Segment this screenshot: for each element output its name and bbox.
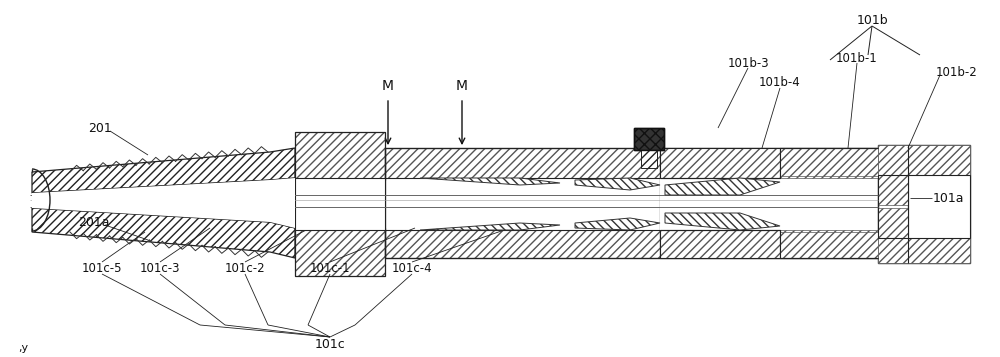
Polygon shape	[32, 208, 295, 258]
Bar	[878, 145, 970, 263]
Polygon shape	[32, 148, 295, 193]
Bar	[634, 128, 664, 150]
Bar	[295, 230, 878, 258]
Text: 101c-4: 101c-4	[392, 261, 432, 275]
Polygon shape	[575, 178, 660, 190]
Text: 101c-3: 101c-3	[140, 261, 180, 275]
Bar	[780, 232, 878, 258]
Bar	[295, 228, 385, 276]
Bar	[660, 148, 780, 178]
Text: 201a: 201a	[78, 216, 110, 228]
Bar	[634, 128, 664, 150]
Text: M: M	[456, 79, 468, 93]
Polygon shape	[420, 223, 560, 230]
Bar	[295, 132, 385, 180]
Bar	[295, 148, 878, 178]
Bar	[385, 178, 660, 230]
Text: 101a: 101a	[933, 191, 964, 205]
Polygon shape	[665, 213, 780, 230]
Polygon shape	[32, 178, 295, 228]
Bar	[878, 145, 970, 175]
Text: 101c: 101c	[315, 338, 345, 352]
Bar	[780, 148, 878, 176]
Text: ,y: ,y	[18, 343, 28, 353]
Bar	[295, 132, 385, 180]
Bar	[295, 178, 385, 230]
Text: 101b-1: 101b-1	[836, 51, 878, 65]
Text: 101b-4: 101b-4	[759, 75, 801, 89]
Bar	[878, 208, 908, 238]
Bar	[660, 148, 780, 178]
Bar	[660, 230, 780, 258]
Bar	[660, 230, 780, 258]
Text: 101c-2: 101c-2	[225, 261, 265, 275]
Polygon shape	[420, 178, 560, 185]
Text: 101c-5: 101c-5	[82, 261, 122, 275]
Polygon shape	[575, 218, 660, 230]
Bar	[295, 228, 385, 276]
Text: 101b: 101b	[856, 14, 888, 26]
Bar	[878, 175, 908, 205]
Bar	[660, 178, 780, 230]
Bar	[878, 233, 970, 263]
Bar	[641, 150, 657, 168]
Polygon shape	[665, 178, 780, 195]
Bar	[878, 175, 908, 238]
Bar	[908, 175, 970, 238]
Text: 101c-1: 101c-1	[310, 261, 350, 275]
Text: 101b-3: 101b-3	[727, 56, 769, 70]
Text: M: M	[382, 79, 394, 93]
Text: 201: 201	[88, 121, 112, 135]
Text: 101b-2: 101b-2	[936, 65, 978, 79]
